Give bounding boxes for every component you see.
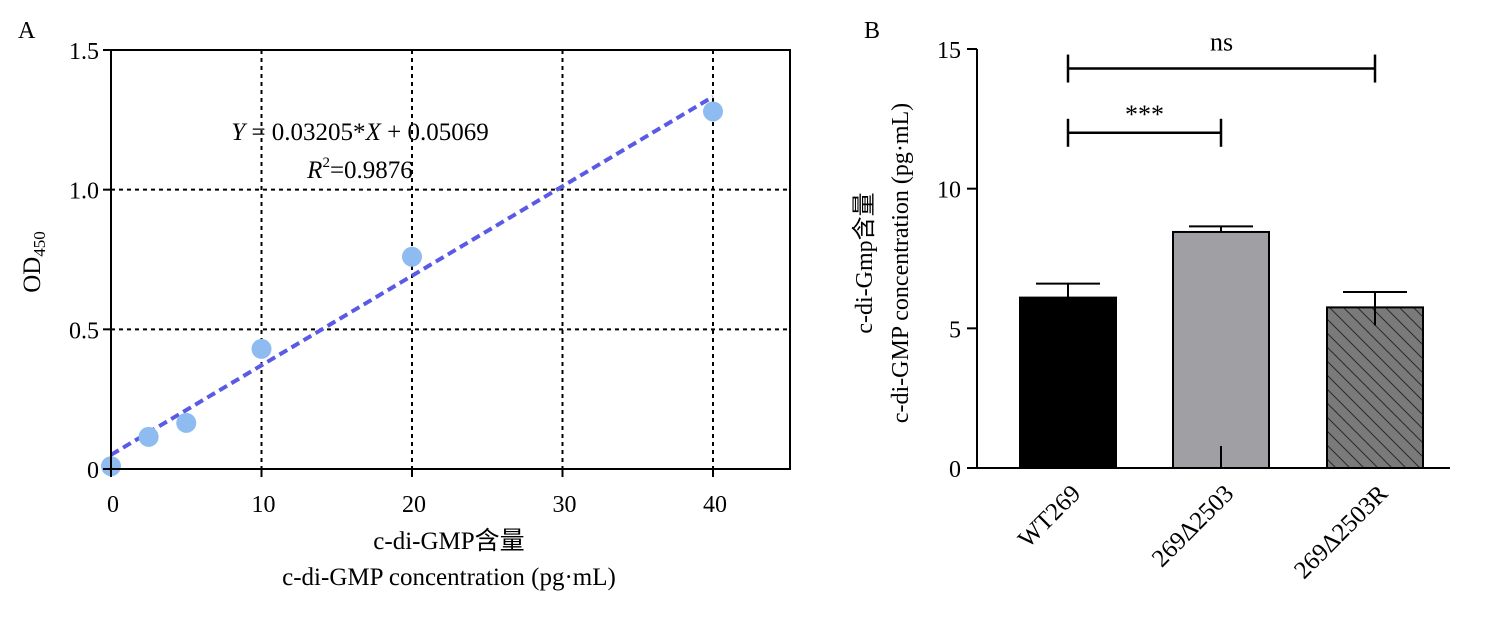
x-tick-label: 0: [107, 492, 119, 518]
panel-a-ylabel: OD450: [19, 231, 49, 293]
significance-label: ns: [1210, 28, 1233, 57]
panel-a-y-ticks: 0 0.5 1.0 1.5: [69, 39, 111, 484]
panel-b-ylabel-en: c-di-GMP concentration (pg·mL): [888, 103, 914, 423]
bar: [1172, 230, 1270, 469]
panel-a-fit-line-group: [109, 95, 715, 457]
panel-a-scatter-chart: A 0 10 20 30 40 0 0.5 1.0 1.5 Y = 0.03205*X + 0…: [18, 18, 791, 591]
x-tick-label: 40: [703, 492, 727, 518]
fit-equation: Y = 0.03205*X + 0.05069: [231, 119, 488, 146]
data-point: [402, 246, 422, 267]
panel-a-xlabel-en: c-di-GMP concentration (pg·mL): [282, 564, 616, 591]
panel-b-y-ticks: 0 5 10 15: [937, 38, 977, 483]
panel-a-label: A: [18, 18, 36, 44]
y-tick-label: 5: [949, 317, 961, 343]
r-squared-text: R2=0.9876: [306, 155, 413, 184]
panel-b-ylabel-cn: c-di-Gmp含量: [851, 192, 878, 333]
bar: [1019, 296, 1117, 469]
fit-line: [109, 95, 715, 457]
x-tick-label: 20: [402, 492, 426, 518]
significance-label: ***: [1125, 100, 1164, 129]
data-point: [703, 101, 723, 122]
y-tick-label: 0: [949, 457, 961, 483]
category-label: WT269: [1013, 480, 1086, 553]
panel-b-bars: [1019, 225, 1424, 469]
data-point: [251, 338, 272, 359]
data-point: [176, 412, 197, 433]
y-tick-label: 0.5: [69, 318, 99, 344]
panel-a-plot-frame: [110, 49, 791, 470]
y-tick-label: 15: [937, 38, 961, 64]
y-tick-label: 1.0: [69, 179, 99, 205]
y-tick-label: 10: [937, 178, 961, 204]
panel-a-xlabel-cn: c-di-GMP含量: [373, 527, 524, 555]
x-tick-label: 10: [252, 492, 276, 518]
data-point: [138, 426, 159, 447]
panel-b-significance: *** ns: [1066, 28, 1377, 147]
y-tick-label: 0: [87, 458, 99, 484]
bar: [1326, 306, 1424, 469]
category-label: 269Δ2503: [1147, 480, 1239, 572]
y-tick-label: 1.5: [69, 39, 99, 65]
panel-a-grid: [111, 50, 790, 469]
x-tick-label: 30: [553, 492, 577, 518]
panel-a-x-ticks: 0 10 20 30 40: [107, 469, 727, 518]
panel-b-bar-chart: B 0 5 10 15 *** ns WT269 269Δ2503 269Δ2503R c-…: [851, 18, 1450, 584]
category-label: 269Δ2503R: [1289, 480, 1393, 584]
panel-b-category-labels: WT269 269Δ2503 269Δ2503R: [1013, 480, 1393, 584]
panel-b-label: B: [864, 18, 880, 44]
panel-a-points: [101, 101, 723, 477]
